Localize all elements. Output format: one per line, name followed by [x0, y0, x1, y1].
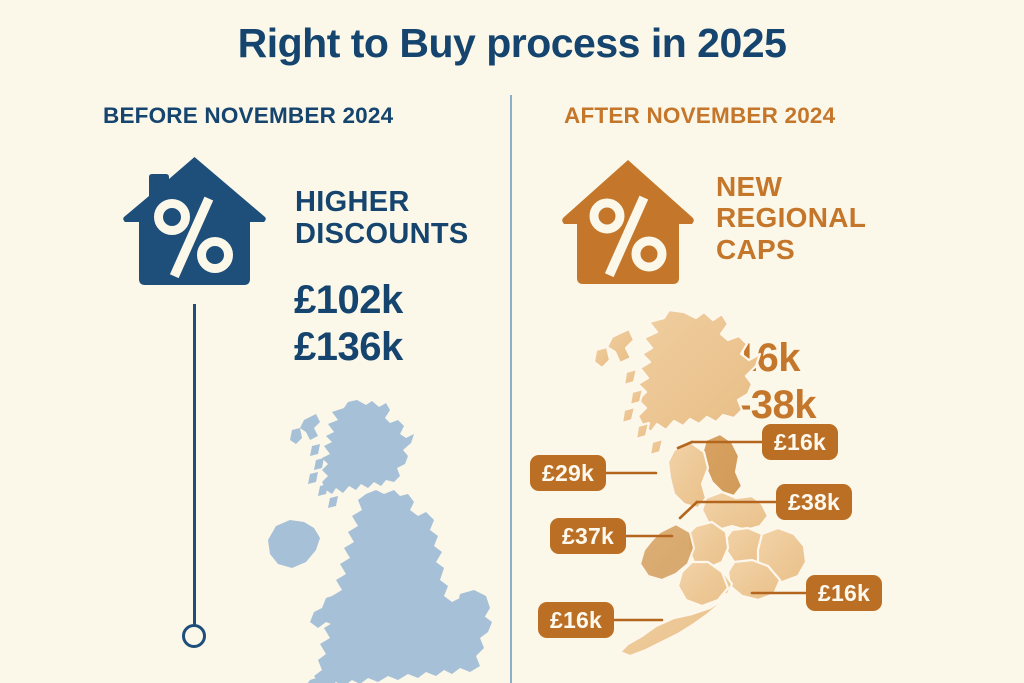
- panel-divider: [510, 95, 512, 683]
- panel-heading-before: BEFORE NOVEMBER 2024: [103, 103, 394, 128]
- uk-map-before: [268, 400, 492, 683]
- map-callout-north-west[interactable]: £37k: [550, 518, 626, 554]
- new-regional-caps-label: NEW REGIONAL CAPS: [716, 171, 867, 265]
- house-percent-icon-before: [123, 157, 266, 285]
- panel-heading-after: AFTER NOVEMBER 2024: [564, 103, 836, 128]
- house-percent-icon-after: [562, 160, 694, 284]
- higher-discounts-label: HIGHER DISCOUNTS: [295, 186, 469, 251]
- page-title: Right to Buy process in 2025: [237, 20, 787, 66]
- before-values: £102k £136k: [294, 278, 403, 370]
- map-callout-east-england[interactable]: £16k: [806, 575, 882, 611]
- map-callout-wales[interactable]: £16k: [538, 602, 614, 638]
- map-callout-scotland-south[interactable]: £29k: [530, 455, 606, 491]
- pointer-endpoint-dot: [182, 624, 206, 648]
- map-callout-north-east[interactable]: £16k: [762, 424, 838, 460]
- map-callout-yorkshire[interactable]: £38k: [776, 484, 852, 520]
- uk-map-after: [592, 308, 808, 658]
- pointer-line: [193, 304, 196, 626]
